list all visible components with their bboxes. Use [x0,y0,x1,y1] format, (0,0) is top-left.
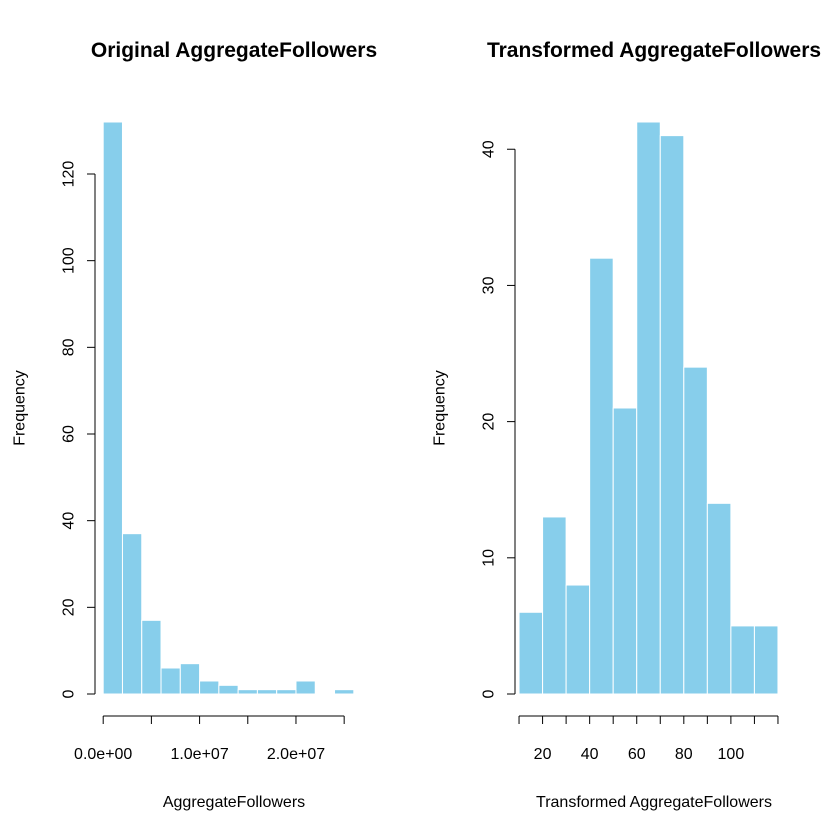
y-tick-label: 10 [481,549,498,567]
histogram-bar [542,516,567,695]
histogram-bar [518,611,544,695]
histogram-bar [565,584,591,695]
histogram-bar [730,625,755,695]
histogram-bar [334,689,355,695]
x-tick-label: 100 [718,746,745,763]
x-axis-label: AggregateFollowers [163,794,305,811]
y-tick-label: 0 [481,689,498,698]
y-tick-label: 40 [481,140,498,158]
x-tick-label: 40 [581,746,599,763]
histogram-bar [636,121,661,695]
y-tick-label: 20 [61,598,78,616]
histogram-bar [160,667,181,695]
histogram-bar [295,680,316,695]
y-tick-label: 80 [61,338,78,356]
y-tick-label: 100 [61,247,78,274]
x-tick-label: 80 [675,746,693,763]
chart-title: Original AggregateFollowers [91,39,377,62]
histogram-bar [102,121,123,695]
histogram-transformed: Transformed AggregateFollowers 0 10 20 30 40 2… [432,39,822,811]
histogram-bar [589,257,614,695]
x-axis-label: Transformed AggregateFollowers [536,794,772,811]
y-tick-label: 20 [481,413,498,431]
histogram-bar [199,680,220,695]
histogram-bar [121,533,143,695]
histogram-bar [179,663,201,695]
x-tick-label: 60 [628,746,646,763]
x-tick-label: 1.0e+07 [170,746,228,763]
y-axis-label: Frequency [12,370,29,446]
x-tick-label: 2.0e+07 [267,746,325,763]
histogram-bar [218,684,239,695]
y-tick-label: 0 [61,689,78,698]
y-tick-label: 60 [61,425,78,443]
histogram-bar [612,407,638,695]
y-tick-label: 40 [61,512,78,530]
x-tick-label: 0.0e+00 [74,746,132,763]
histogram-original: Original AggregateFollowers 0 20 40 60 80 100 1… [12,39,378,811]
histogram-bar [141,619,162,695]
histogram-bar [256,689,278,695]
y-tick-label: 120 [61,161,78,188]
histogram-bar [659,135,685,695]
histogram-bar [753,625,779,695]
x-tick-label: 20 [534,746,552,763]
histogram-bar [683,366,708,695]
histogram-bar [237,689,258,695]
y-tick-label: 30 [481,276,498,294]
histogram-bar [706,502,732,695]
histogram-bar [276,689,297,695]
y-axis-label: Frequency [432,370,449,446]
chart-title: Transformed AggregateFollowers [487,39,821,62]
